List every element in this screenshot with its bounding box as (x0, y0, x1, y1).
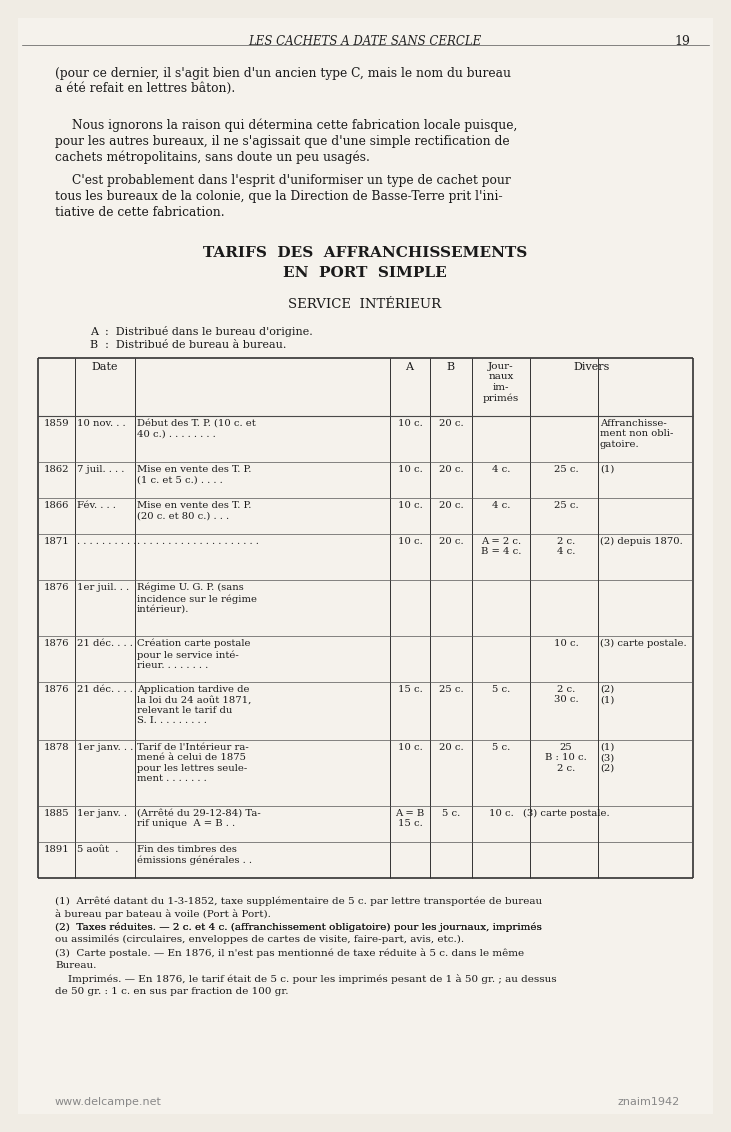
Text: Affranchisse-
ment non obli-
gatoire.: Affranchisse- ment non obli- gatoire. (600, 419, 673, 448)
Text: (1): (1) (600, 465, 614, 474)
Text: 4 c.: 4 c. (492, 465, 510, 474)
Text: tiative de cette fabrication.: tiative de cette fabrication. (55, 206, 224, 218)
Text: znaim1942: znaim1942 (618, 1097, 680, 1107)
Text: à bureau par bateau à voile (Port à Port).: à bureau par bateau à voile (Port à Port… (55, 909, 271, 919)
Text: Nous ignorons la raison qui détermina cette fabrication locale puisque,: Nous ignorons la raison qui détermina ce… (72, 119, 518, 132)
Text: (3)  Carte postale. — En 1876, il n'est pas mentionné de taxe réduite à 5 c. dan: (3) Carte postale. — En 1876, il n'est p… (55, 947, 524, 958)
Text: 15 c.: 15 c. (398, 685, 423, 694)
Text: Application tardive de
la loi du 24 août 1871,
relevant le tarif du
S. I. . . . : Application tardive de la loi du 24 août… (137, 685, 251, 726)
Text: 10 c.: 10 c. (398, 537, 423, 546)
Text: (2): (2) (55, 921, 76, 931)
Text: 1891: 1891 (44, 844, 69, 854)
Text: 5 c.: 5 c. (492, 743, 510, 752)
Text: TARIFS  DES  AFFRANCHISSEMENTS: TARIFS DES AFFRANCHISSEMENTS (203, 246, 527, 260)
Text: de 50 gr. : 1 c. en sus par fraction de 100 gr.: de 50 gr. : 1 c. en sus par fraction de … (55, 987, 289, 996)
Text: LES CACHETS A DATE SANS CERCLE: LES CACHETS A DATE SANS CERCLE (249, 35, 482, 48)
Text: A = B
15 c.: A = B 15 c. (395, 809, 425, 829)
Text: 1876: 1876 (44, 583, 69, 592)
Text: Création carte postale
pour le service inté-
rieur. . . . . . . .: Création carte postale pour le service i… (137, 638, 251, 670)
Text: C'est probablement dans l'esprit d'uniformiser un type de cachet pour: C'est probablement dans l'esprit d'unifo… (72, 174, 511, 187)
Text: SERVICE  INTÉRIEUR: SERVICE INTÉRIEUR (289, 298, 442, 311)
Text: 1876: 1876 (44, 685, 69, 694)
Text: 1871: 1871 (44, 537, 69, 546)
Text: Fév. . . .: Fév. . . . (77, 501, 116, 511)
Text: Régime U. G. P. (sans
incidence sur le régime
intérieur).: Régime U. G. P. (sans incidence sur le r… (137, 583, 257, 614)
Text: 25
B : 10 c.
2 c.: 25 B : 10 c. 2 c. (545, 743, 587, 773)
Text: 2 c.
30 c.: 2 c. 30 c. (553, 685, 578, 704)
Text: 1er janv. .: 1er janv. . (77, 809, 127, 818)
Text: 10 nov. . .: 10 nov. . . (77, 419, 126, 428)
FancyBboxPatch shape (18, 18, 713, 1114)
Text: ou assimilés (circulaires, enveloppes de cartes de visite, faire-part, avis, etc: ou assimilés (circulaires, enveloppes de… (55, 935, 464, 944)
Text: Tarif de l'Intérieur ra-
mené à celui de 1875
pour les lettres seule-
ment . . .: Tarif de l'Intérieur ra- mené à celui de… (137, 743, 249, 783)
Text: 25 c.: 25 c. (553, 501, 578, 511)
Text: Début des T. P. (10 c. et
40 c.) . . . . . . . .: Début des T. P. (10 c. et 40 c.) . . . .… (137, 419, 256, 438)
Text: (2)
(1): (2) (1) (600, 685, 614, 704)
Text: 20 c.: 20 c. (439, 743, 463, 752)
Text: 10 c.: 10 c. (398, 501, 423, 511)
Text: 21 déc. . . .: 21 déc. . . . (77, 685, 133, 694)
Text: 10 c.: 10 c. (488, 809, 513, 818)
Text: A  :  Distribué dans le bureau d'origine.: A : Distribué dans le bureau d'origine. (90, 326, 313, 337)
Text: (1)
(3)
(2): (1) (3) (2) (600, 743, 614, 773)
Text: (Arrêté du 29-12-84) Ta-
rif unique  A = B . .: (Arrêté du 29-12-84) Ta- rif unique A = … (137, 809, 261, 829)
Text: (2)  Taxes réduites. — 2 c. et 4 c. (affranchissement obligatoire) pour les jour: (2) Taxes réduites. — 2 c. et 4 c. (affr… (55, 921, 542, 932)
Text: Mise en vente des T. P.
(20 c. et 80 c.) . . .: Mise en vente des T. P. (20 c. et 80 c.)… (137, 501, 251, 521)
Text: EN  PORT  SIMPLE: EN PORT SIMPLE (283, 266, 447, 280)
Text: (3) carte postale.: (3) carte postale. (523, 809, 610, 818)
Text: Fin des timbres des
émissions générales . .: Fin des timbres des émissions générales … (137, 844, 252, 865)
Text: Jour-
naux
im-
primés: Jour- naux im- primés (483, 362, 519, 403)
Text: 20 c.: 20 c. (439, 465, 463, 474)
Text: 1885: 1885 (44, 809, 69, 818)
Text: Date: Date (92, 362, 118, 372)
Text: 1859: 1859 (44, 419, 69, 428)
Text: 1876: 1876 (44, 638, 69, 648)
Text: (2) depuis 1870.: (2) depuis 1870. (600, 537, 683, 546)
Text: Bureau.: Bureau. (55, 961, 96, 970)
Text: 10 c.: 10 c. (398, 419, 423, 428)
Text: Mise en vente des T. P.
(1 c. et 5 c.) . . . .: Mise en vente des T. P. (1 c. et 5 c.) .… (137, 465, 251, 484)
Text: 19: 19 (674, 35, 690, 48)
Text: 10 c.: 10 c. (553, 638, 578, 648)
Text: A: A (405, 362, 413, 372)
Text: pour les autres bureaux, il ne s'agissait que d'une simple rectification de: pour les autres bureaux, il ne s'agissai… (55, 135, 510, 148)
Text: 2 c.
4 c.: 2 c. 4 c. (557, 537, 575, 557)
Text: 25 c.: 25 c. (439, 685, 463, 694)
Text: 5 c.: 5 c. (442, 809, 460, 818)
Text: 25 c.: 25 c. (553, 465, 578, 474)
Text: (3) carte postale.: (3) carte postale. (600, 638, 686, 649)
Text: 10 c.: 10 c. (398, 743, 423, 752)
Text: 10 c.: 10 c. (398, 465, 423, 474)
Text: 5 c.: 5 c. (492, 685, 510, 694)
Text: (2)  Taxes réduites. — 2 c. et 4 c. (affranchissement obligatoire) pour les jour: (2) Taxes réduites. — 2 c. et 4 c. (affr… (55, 921, 542, 932)
Text: . . . . . . . . . .: . . . . . . . . . . (77, 537, 137, 546)
Text: Imprimés. — En 1876, le tarif était de 5 c. pour les imprimés pesant de 1 à 50 g: Imprimés. — En 1876, le tarif était de 5… (55, 974, 556, 984)
Text: 1er juil. . .: 1er juil. . . (77, 583, 129, 592)
Text: 20 c.: 20 c. (439, 501, 463, 511)
Text: 4 c.: 4 c. (492, 501, 510, 511)
Text: 5 août  .: 5 août . (77, 844, 118, 854)
Text: www.delcampe.net: www.delcampe.net (55, 1097, 162, 1107)
Text: tous les bureaux de la colonie, que la Direction de Basse-Terre prit l'ini-: tous les bureaux de la colonie, que la D… (55, 190, 503, 203)
Text: B: B (446, 362, 454, 372)
Text: 21 déc. . . .: 21 déc. . . . (77, 638, 133, 648)
Text: B  :  Distribué de bureau à bureau.: B : Distribué de bureau à bureau. (90, 340, 287, 350)
Text: 1862: 1862 (44, 465, 69, 474)
Text: 20 c.: 20 c. (439, 537, 463, 546)
Text: 1878: 1878 (44, 743, 69, 752)
Text: A = 2 c.
B = 4 c.: A = 2 c. B = 4 c. (481, 537, 521, 557)
Text: (1)  Arrêté datant du 1-3-1852, taxe supplémentaire de 5 c. par lettre transport: (1) Arrêté datant du 1-3-1852, taxe supp… (55, 897, 542, 906)
Text: 1866: 1866 (44, 501, 69, 511)
Text: Divers: Divers (573, 362, 610, 372)
Text: 20 c.: 20 c. (439, 419, 463, 428)
Text: 1er janv. . .: 1er janv. . . (77, 743, 133, 752)
Text: cachets métropolitains, sans doute un peu usagés.: cachets métropolitains, sans doute un pe… (55, 151, 370, 164)
Text: 7 juil. . . .: 7 juil. . . . (77, 465, 124, 474)
Text: (pour ce dernier, il s'agit bien d'un ancien type C, mais le nom du bureau
a été: (pour ce dernier, il s'agit bien d'un an… (55, 67, 511, 95)
Text: . . . . . . . . . . . . . . . . . . . .: . . . . . . . . . . . . . . . . . . . . (137, 537, 259, 546)
